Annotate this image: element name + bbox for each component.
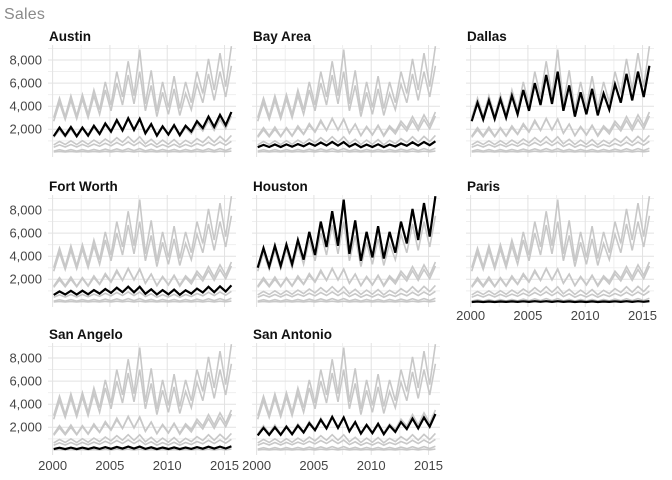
x-tick-label: 2015 (210, 458, 239, 473)
panel-san-antonio: San Antonio (252, 327, 440, 455)
x-tick-label: 2010 (570, 308, 600, 323)
x-axis-san-antonio: 2000 2005 2010 2015 (242, 458, 443, 474)
y-tick-label: 2,000 (9, 121, 42, 137)
panel-dallas: Dallas (466, 29, 654, 157)
panel-bay-area: Bay Area (252, 29, 440, 157)
x-tick-label: 2010 (152, 458, 182, 473)
panel-san-angelo: San Angelo (48, 327, 236, 455)
x-tick-label: 2010 (356, 458, 386, 473)
panel-title: San Antonio (253, 327, 332, 342)
x-tick-label: 2005 (95, 458, 125, 473)
x-tick-label: 2015 (414, 458, 443, 473)
panel-title: Paris (467, 179, 501, 194)
y-tick-label: 4,000 (9, 98, 42, 114)
panel-austin: Austin (48, 29, 236, 157)
plot-area (48, 45, 236, 157)
panel-title: San Angelo (49, 327, 123, 342)
plot-area (252, 343, 440, 455)
y-axis-row-3: 2,000 4,000 6,000 8,000 (0, 343, 45, 455)
panel-title: Houston (253, 179, 308, 194)
plot-area (48, 343, 236, 455)
y-axis-row-1: 2,000 4,000 6,000 8,000 (0, 45, 45, 157)
plot-area (48, 195, 236, 307)
y-tick-label: 2,000 (9, 271, 42, 287)
x-tick-label: 2005 (299, 458, 329, 473)
y-tick-label: 8,000 (9, 350, 42, 366)
panel-title: Austin (49, 29, 91, 44)
plot-area (466, 195, 654, 307)
y-tick-label: 4,000 (9, 396, 42, 412)
panel-title: Bay Area (253, 29, 312, 44)
y-tick-label: 6,000 (9, 225, 42, 241)
plot-area (252, 195, 440, 307)
y-tick-label: 6,000 (9, 75, 42, 91)
x-axis-san-angelo: 2000 2005 2010 2015 (38, 458, 239, 474)
x-tick-label: 2005 (513, 308, 543, 323)
plot-area (252, 45, 440, 157)
y-tick-label: 2,000 (9, 419, 42, 435)
panel-houston: Houston (252, 179, 440, 307)
x-axis-paris: 2000 2005 2010 2015 (456, 308, 657, 324)
x-tick-label: 2015 (628, 308, 657, 323)
chart-title: Sales (4, 6, 46, 23)
y-tick-label: 8,000 (9, 202, 42, 218)
panel-paris: Paris (466, 179, 654, 307)
y-tick-label: 4,000 (9, 248, 42, 264)
panel-title: Fort Worth (49, 179, 118, 194)
panel-fort-worth: Fort Worth (48, 179, 236, 307)
panel-title: Dallas (467, 29, 507, 44)
x-tick-label: 2000 (242, 458, 272, 473)
plot-area (466, 45, 654, 157)
x-tick-label: 2000 (456, 308, 486, 323)
y-tick-label: 8,000 (9, 52, 42, 68)
x-tick-label: 2000 (38, 458, 68, 473)
y-tick-label: 6,000 (9, 373, 42, 389)
y-axis-row-2: 2,000 4,000 6,000 8,000 (0, 195, 45, 307)
